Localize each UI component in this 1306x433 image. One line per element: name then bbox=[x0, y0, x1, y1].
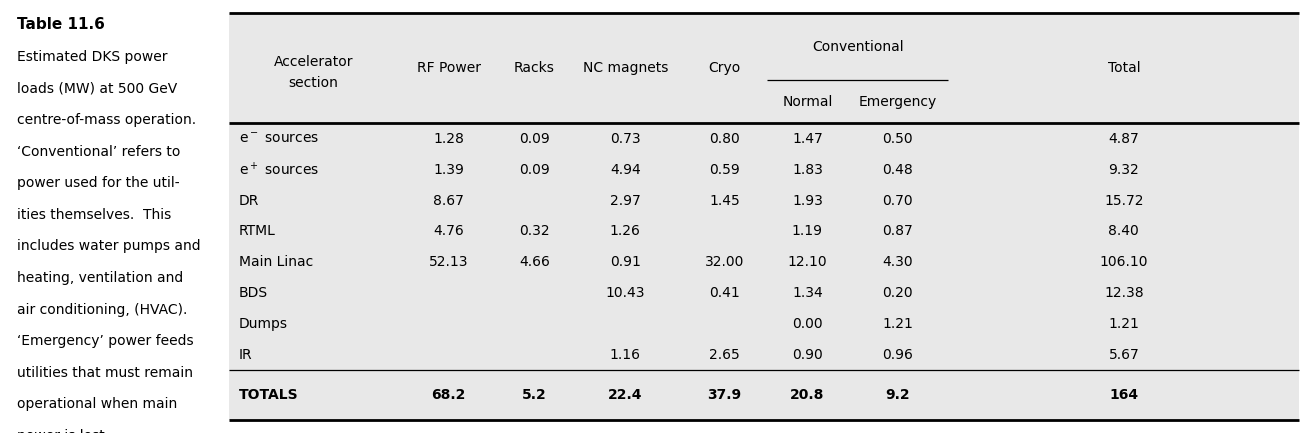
Text: e$^+$ sources: e$^+$ sources bbox=[239, 161, 319, 178]
Text: 4.66: 4.66 bbox=[518, 255, 550, 269]
Text: 0.09: 0.09 bbox=[518, 163, 550, 177]
Text: 1.93: 1.93 bbox=[791, 194, 823, 207]
Text: centre-of-mass operation.: centre-of-mass operation. bbox=[17, 113, 196, 127]
Text: 8.67: 8.67 bbox=[434, 194, 464, 207]
Text: air conditioning, (HVAC).: air conditioning, (HVAC). bbox=[17, 303, 187, 317]
Text: 1.47: 1.47 bbox=[791, 132, 823, 146]
Text: Dumps: Dumps bbox=[239, 317, 289, 331]
Text: Main Linac: Main Linac bbox=[239, 255, 313, 269]
Text: 1.45: 1.45 bbox=[709, 194, 739, 207]
Text: Emergency: Emergency bbox=[859, 95, 936, 109]
Text: Racks: Racks bbox=[513, 61, 555, 75]
Bar bbox=[229, 13, 1299, 420]
Text: ‘Conventional’ refers to: ‘Conventional’ refers to bbox=[17, 145, 180, 158]
Text: 0.32: 0.32 bbox=[518, 224, 550, 239]
Text: loads (MW) at 500 GeV: loads (MW) at 500 GeV bbox=[17, 81, 178, 95]
Text: 22.4: 22.4 bbox=[609, 388, 643, 402]
Text: 20.8: 20.8 bbox=[790, 388, 824, 402]
Text: 2.65: 2.65 bbox=[709, 348, 739, 362]
Text: 12.38: 12.38 bbox=[1104, 286, 1144, 300]
Text: 5.67: 5.67 bbox=[1109, 348, 1139, 362]
Text: Normal: Normal bbox=[782, 95, 832, 109]
Text: 0.70: 0.70 bbox=[883, 194, 913, 207]
Text: includes water pumps and: includes water pumps and bbox=[17, 239, 201, 253]
Text: Estimated DKS power: Estimated DKS power bbox=[17, 50, 167, 64]
Text: Table 11.6: Table 11.6 bbox=[17, 17, 104, 32]
Text: Conventional: Conventional bbox=[812, 39, 904, 54]
Text: RTML: RTML bbox=[239, 224, 276, 239]
Text: 164: 164 bbox=[1109, 388, 1139, 402]
Text: 52.13: 52.13 bbox=[428, 255, 469, 269]
Text: 10.43: 10.43 bbox=[606, 286, 645, 300]
Text: 4.30: 4.30 bbox=[883, 255, 913, 269]
Text: 9.32: 9.32 bbox=[1109, 163, 1139, 177]
Text: power used for the util-: power used for the util- bbox=[17, 176, 180, 190]
Text: IR: IR bbox=[239, 348, 252, 362]
Text: 106.10: 106.10 bbox=[1100, 255, 1148, 269]
Text: 4.76: 4.76 bbox=[434, 224, 464, 239]
Text: 0.87: 0.87 bbox=[883, 224, 913, 239]
Text: 1.28: 1.28 bbox=[434, 132, 464, 146]
Text: 15.72: 15.72 bbox=[1104, 194, 1144, 207]
Text: e$^-$ sources: e$^-$ sources bbox=[239, 132, 319, 146]
Text: 32.00: 32.00 bbox=[705, 255, 744, 269]
Text: 1.83: 1.83 bbox=[791, 163, 823, 177]
Text: heating, ventilation and: heating, ventilation and bbox=[17, 271, 183, 285]
Text: 0.48: 0.48 bbox=[883, 163, 913, 177]
Text: 0.59: 0.59 bbox=[709, 163, 739, 177]
Text: 1.21: 1.21 bbox=[1109, 317, 1139, 331]
Text: 1.26: 1.26 bbox=[610, 224, 641, 239]
Text: 8.40: 8.40 bbox=[1109, 224, 1139, 239]
Text: TOTALS: TOTALS bbox=[239, 388, 299, 402]
Text: 0.96: 0.96 bbox=[883, 348, 913, 362]
Text: power is lost.: power is lost. bbox=[17, 429, 110, 433]
Text: section: section bbox=[289, 76, 338, 90]
Text: 1.19: 1.19 bbox=[791, 224, 823, 239]
Text: 0.80: 0.80 bbox=[709, 132, 739, 146]
Text: ities themselves.  This: ities themselves. This bbox=[17, 208, 171, 222]
Text: 4.87: 4.87 bbox=[1109, 132, 1139, 146]
Text: 0.91: 0.91 bbox=[610, 255, 641, 269]
Text: 4.94: 4.94 bbox=[610, 163, 641, 177]
Text: 9.2: 9.2 bbox=[885, 388, 910, 402]
Text: 0.00: 0.00 bbox=[791, 317, 823, 331]
Text: NC magnets: NC magnets bbox=[582, 61, 667, 75]
Text: Cryo: Cryo bbox=[708, 61, 741, 75]
Text: ‘Emergency’ power feeds: ‘Emergency’ power feeds bbox=[17, 334, 193, 348]
Text: 1.16: 1.16 bbox=[610, 348, 641, 362]
Text: 2.97: 2.97 bbox=[610, 194, 641, 207]
Text: 0.41: 0.41 bbox=[709, 286, 739, 300]
Text: 1.34: 1.34 bbox=[791, 286, 823, 300]
Text: 0.20: 0.20 bbox=[883, 286, 913, 300]
Text: 5.2: 5.2 bbox=[522, 388, 547, 402]
Text: 1.21: 1.21 bbox=[883, 317, 913, 331]
Text: Total: Total bbox=[1107, 61, 1140, 75]
Text: 0.50: 0.50 bbox=[883, 132, 913, 146]
Text: DR: DR bbox=[239, 194, 260, 207]
Text: BDS: BDS bbox=[239, 286, 268, 300]
Text: 0.90: 0.90 bbox=[791, 348, 823, 362]
Text: RF Power: RF Power bbox=[417, 61, 481, 75]
Text: 0.09: 0.09 bbox=[518, 132, 550, 146]
Text: 1.39: 1.39 bbox=[434, 163, 464, 177]
Text: 0.73: 0.73 bbox=[610, 132, 641, 146]
Text: 68.2: 68.2 bbox=[431, 388, 466, 402]
Text: Accelerator: Accelerator bbox=[273, 55, 353, 69]
Text: 12.10: 12.10 bbox=[788, 255, 827, 269]
Text: operational when main: operational when main bbox=[17, 397, 178, 411]
Text: 37.9: 37.9 bbox=[708, 388, 742, 402]
Text: utilities that must remain: utilities that must remain bbox=[17, 366, 193, 380]
